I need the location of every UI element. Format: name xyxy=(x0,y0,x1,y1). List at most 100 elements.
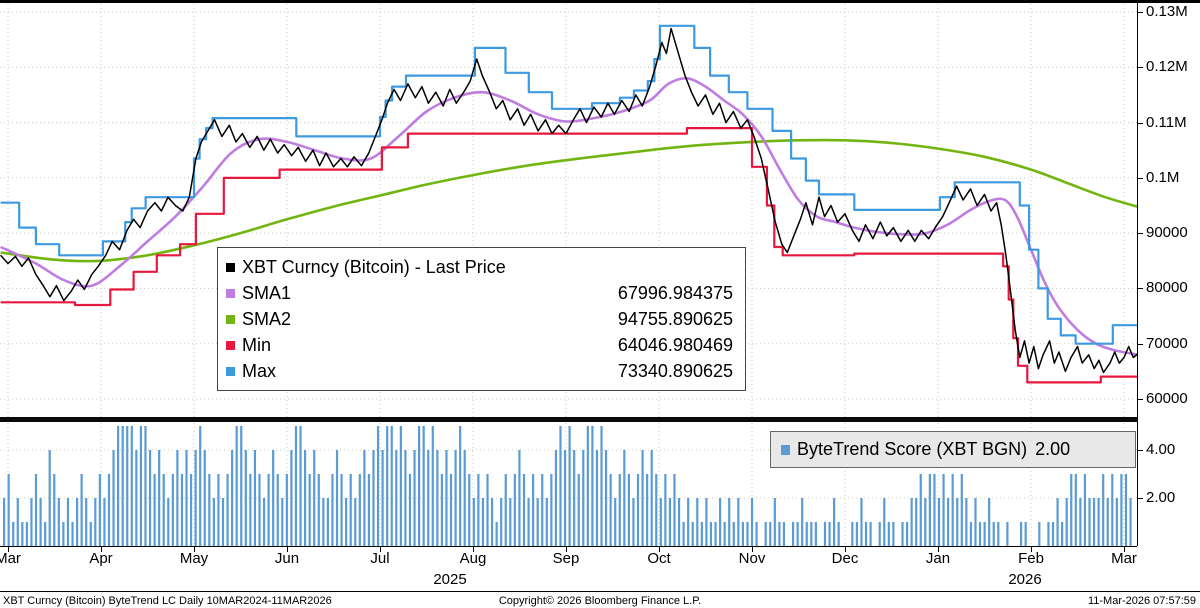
score-bar xyxy=(545,498,548,546)
score-bar xyxy=(791,522,795,546)
score-axis-label: 4.00 xyxy=(1146,441,1176,458)
month-label: Jun xyxy=(274,550,300,567)
score-legend-label: ByteTrend Score (XBT BGN) xyxy=(797,439,1028,459)
score-bar xyxy=(395,450,398,546)
score-bar xyxy=(869,522,872,546)
legend-label: XBT Curncy (Bitcoin) - Last Price xyxy=(242,256,506,277)
price-axis-label: 60000 xyxy=(1146,390,1188,407)
score-bar xyxy=(714,522,717,546)
score-bar xyxy=(965,498,968,546)
score-bar xyxy=(750,498,754,546)
score-bar xyxy=(604,450,608,546)
score-bar xyxy=(860,498,863,546)
score-bar xyxy=(591,426,594,546)
score-bar xyxy=(632,498,635,546)
score-bar xyxy=(500,498,503,546)
score-bar xyxy=(700,522,703,546)
score-bar xyxy=(905,522,909,546)
score-bar xyxy=(75,498,79,546)
score-bar xyxy=(577,474,580,546)
score-bar xyxy=(158,450,161,546)
legend-row-sma1: SMA1 67996.984375 xyxy=(226,280,733,306)
score-bar xyxy=(855,522,859,546)
legend-value: 67996.984375 xyxy=(617,282,733,303)
score-bar xyxy=(454,450,457,546)
score-bar xyxy=(919,474,922,546)
footer: Copyright© 2026 Bloomberg Finance L.P. X… xyxy=(0,595,1200,608)
score-bar xyxy=(673,474,676,546)
score-bar xyxy=(691,522,694,546)
score-bar xyxy=(837,522,840,546)
score-bar xyxy=(354,498,357,546)
score-bar xyxy=(682,522,685,546)
score-axis-label: 2.00 xyxy=(1146,489,1176,506)
price-axis-tick xyxy=(1137,233,1143,235)
score-bar xyxy=(978,522,982,546)
score-bar xyxy=(892,522,895,546)
score-bar xyxy=(992,522,995,546)
score-bar xyxy=(1051,522,1055,546)
score-bar xyxy=(481,498,485,546)
score-bar xyxy=(445,450,448,546)
score-bar xyxy=(969,522,973,546)
score-bar xyxy=(367,474,371,546)
score-bar xyxy=(399,426,402,546)
score-bar xyxy=(650,450,653,546)
score-bar xyxy=(947,498,950,546)
price-axis-label: 0.12M xyxy=(1146,58,1188,76)
score-bar xyxy=(764,522,767,546)
score-bar xyxy=(121,426,124,546)
score-legend[interactable]: ByteTrend Score (XBT BGN) 2.00 xyxy=(770,431,1136,468)
score-bar xyxy=(997,522,1000,546)
sma2-marker xyxy=(226,314,235,324)
score-bar xyxy=(358,474,361,546)
price-legend[interactable]: XBT Curncy (Bitcoin) - Last Price SMA1 6… xyxy=(217,247,746,391)
score-bar xyxy=(281,498,284,546)
score-bar xyxy=(504,474,507,546)
score-bar xyxy=(956,498,959,546)
score-bar xyxy=(203,450,206,546)
score-bar xyxy=(440,474,444,546)
score-bar xyxy=(235,426,238,546)
score-bar xyxy=(135,450,138,546)
month-tick xyxy=(752,547,753,552)
score-bar xyxy=(709,522,713,546)
score-bar xyxy=(57,498,60,546)
score-bar xyxy=(646,474,649,546)
score-bar xyxy=(937,498,941,546)
month-label: Aug xyxy=(459,550,487,567)
score-bar xyxy=(25,522,28,546)
score-bar xyxy=(62,522,65,546)
legend-value: 94755.890625 xyxy=(617,308,733,329)
price-axis-tick xyxy=(1137,122,1143,124)
legend-row-last-price: XBT Curncy (Bitcoin) - Last Price xyxy=(226,254,733,280)
score-bar xyxy=(1115,498,1118,546)
score-bar xyxy=(185,450,188,546)
score-bar xyxy=(486,474,489,546)
score-bar xyxy=(623,450,626,546)
score-bar xyxy=(267,474,270,546)
score-panel-plot[interactable] xyxy=(0,423,1137,547)
score-bar xyxy=(126,426,129,546)
score-bar xyxy=(1061,522,1064,546)
score-bar xyxy=(313,450,316,546)
score-bar xyxy=(144,426,147,546)
score-bar xyxy=(363,450,366,546)
score-bar xyxy=(422,426,425,546)
score-bar xyxy=(66,498,70,546)
score-bar xyxy=(139,426,143,546)
score-bar xyxy=(983,522,986,546)
score-bar xyxy=(16,498,19,546)
score-bar xyxy=(1065,498,1068,546)
score-bar xyxy=(1070,474,1073,546)
score-bar xyxy=(449,474,453,546)
score-bar xyxy=(463,450,466,546)
score-bar xyxy=(226,474,229,546)
score-bar xyxy=(299,426,302,546)
score-bar xyxy=(509,498,512,546)
price-axis-tick xyxy=(1137,399,1143,400)
score-bar xyxy=(244,450,247,546)
legend-label: Min xyxy=(242,334,272,355)
month-tick xyxy=(1031,547,1032,552)
score-bar xyxy=(778,522,781,546)
